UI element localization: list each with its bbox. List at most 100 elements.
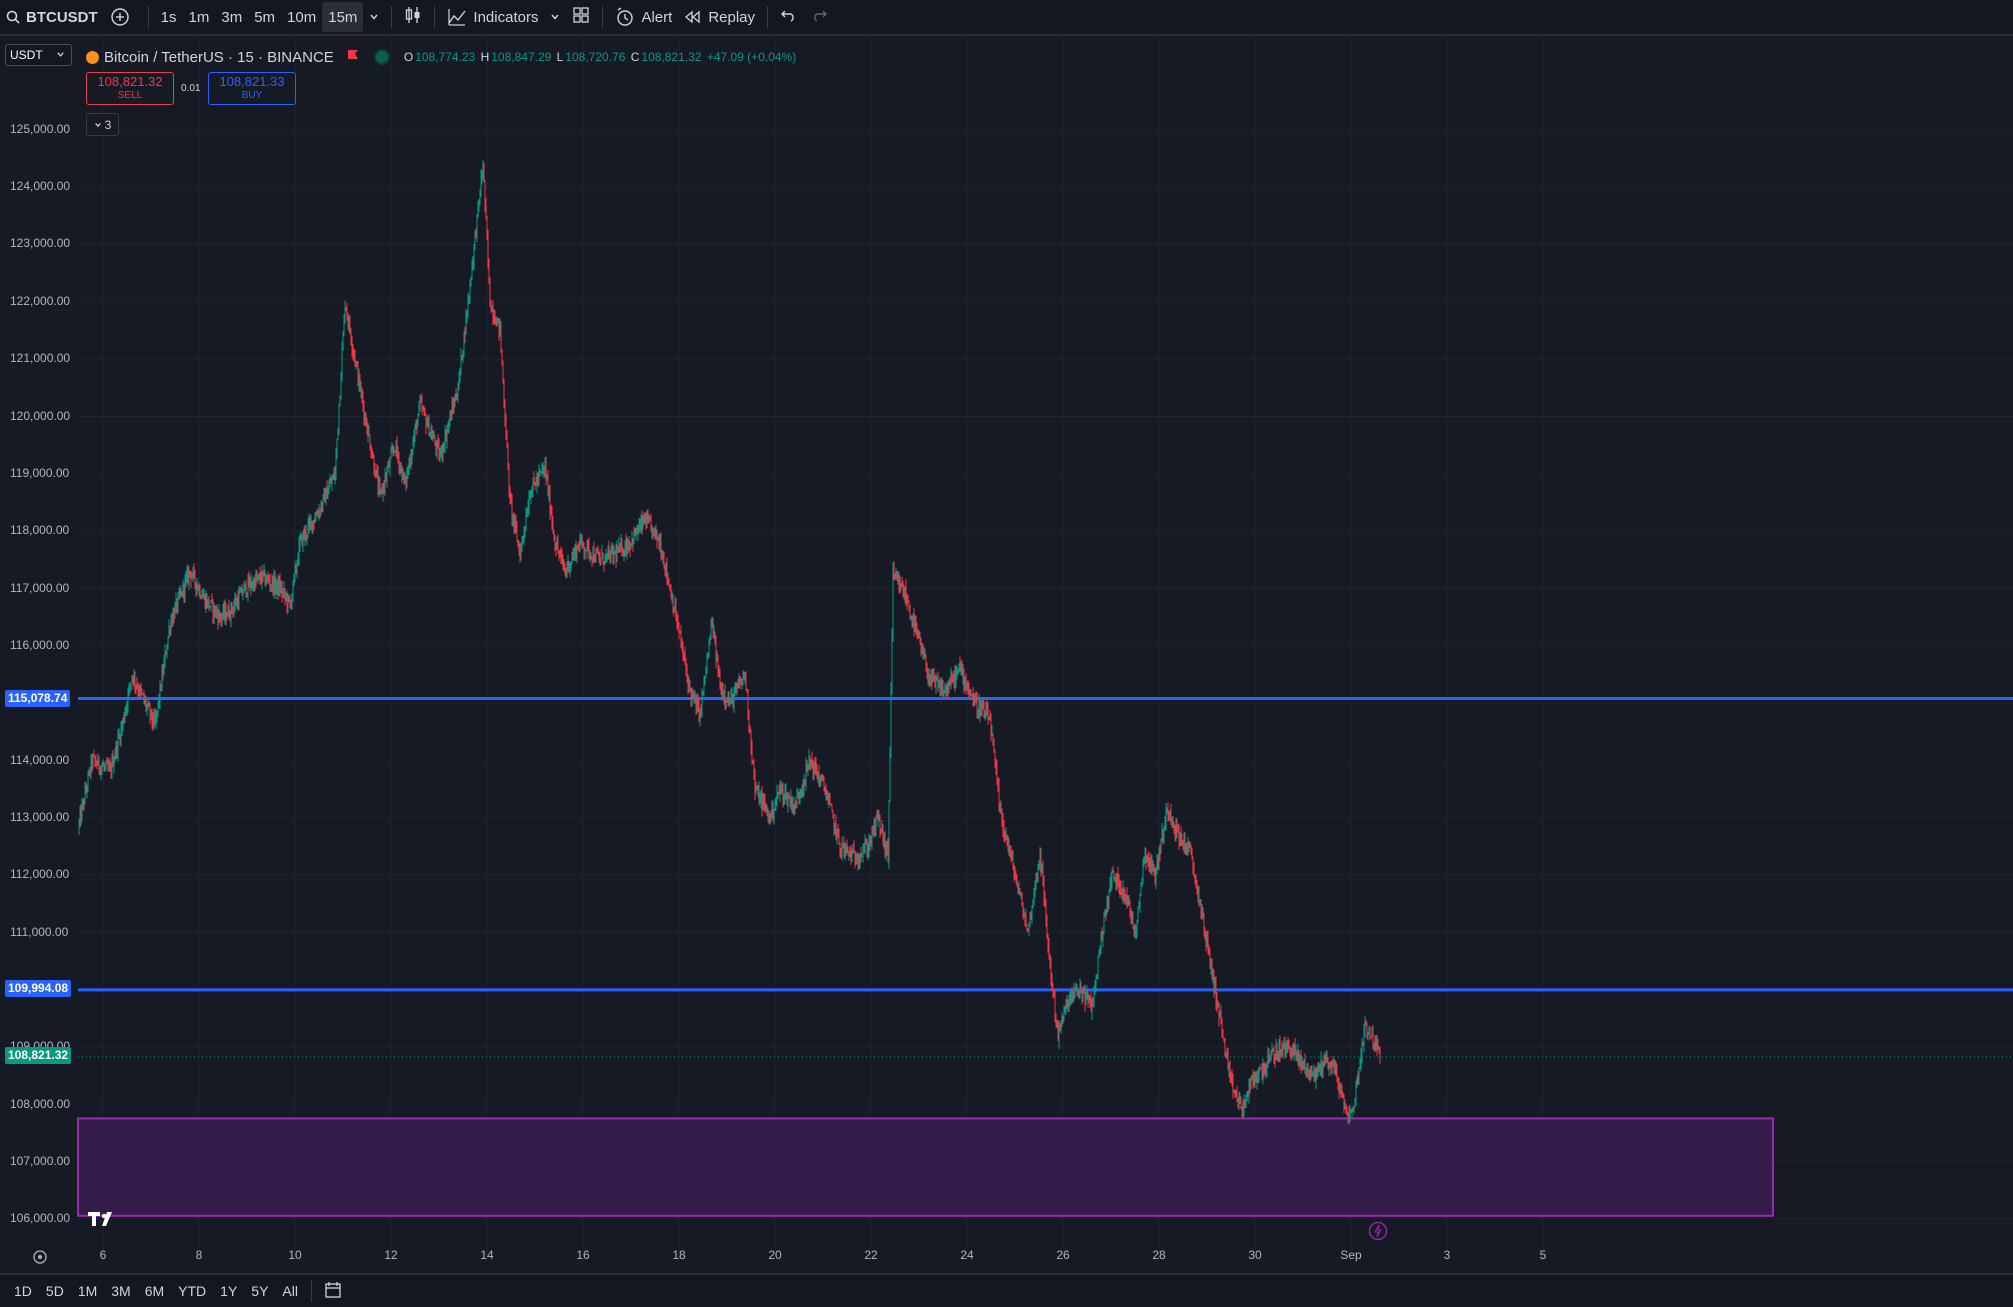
- interval-15m[interactable]: 15m: [322, 2, 364, 32]
- close-value: 108,821.32: [641, 50, 702, 64]
- sell-label: SELL: [117, 90, 143, 101]
- grid-icon: [572, 6, 590, 28]
- indicators-button[interactable]: Indicators: [441, 0, 544, 34]
- time-axis-label: 26: [1056, 1248, 1070, 1262]
- sell-button[interactable]: 108,821.32 SELL: [86, 72, 174, 105]
- price-axis-label: 114,000.00: [10, 753, 70, 767]
- series-title[interactable]: Bitcoin / TetherUS · 15 · BINANCE: [104, 48, 334, 66]
- hline-price-tag: 115,078.74: [5, 690, 71, 707]
- candles-icon: [404, 5, 422, 29]
- price-axis-label: 111,000.00: [10, 925, 69, 939]
- currency-select[interactable]: USDT: [5, 44, 72, 66]
- price-axis-label: 118,000.00: [10, 523, 70, 537]
- interval-dropdown[interactable]: [363, 0, 385, 34]
- top-toolbar: BTCUSDT 1s 1m 3m 5m 10m 15m Indicators A…: [0, 0, 2013, 36]
- range-1d[interactable]: 1D: [14, 1283, 32, 1299]
- rewind-icon: [684, 10, 702, 24]
- range-1m[interactable]: 1M: [77, 1283, 98, 1299]
- spread-value: 0.01: [181, 83, 201, 94]
- price-axis-label: 125,000.00: [10, 122, 71, 136]
- buy-price: 108,821.33: [219, 74, 285, 89]
- layouts-button[interactable]: [566, 0, 596, 34]
- lightning-icon[interactable]: [1368, 1221, 1388, 1246]
- series-legend: Bitcoin / TetherUS · 15 · BINANCE O 108,7…: [86, 46, 798, 68]
- time-axis-label: 20: [768, 1248, 782, 1262]
- price-axis-label: 113,000.00: [10, 810, 70, 824]
- indicators-dropdown[interactable]: [544, 0, 566, 34]
- low-value: 108,720.76: [565, 50, 626, 64]
- range-6m[interactable]: 6M: [144, 1283, 165, 1299]
- interval-5m[interactable]: 5m: [254, 8, 276, 26]
- alert-label: Alert: [641, 8, 673, 26]
- divider: [147, 6, 149, 28]
- divider: [767, 6, 769, 28]
- search-icon: [6, 10, 20, 24]
- time-axis-label: 24: [960, 1248, 974, 1262]
- alert-button[interactable]: Alert: [609, 0, 678, 34]
- axis-settings-icon[interactable]: [32, 1249, 48, 1270]
- demand-zone: [77, 1117, 1774, 1217]
- price-axis-label: 120,000.00: [10, 409, 71, 423]
- range-all[interactable]: All: [282, 1283, 298, 1299]
- hline-price-tag: 109,994.08: [5, 980, 72, 997]
- goto-date-button[interactable]: [318, 1281, 348, 1302]
- time-axis-label: 18: [672, 1248, 686, 1262]
- range-5d[interactable]: 5D: [45, 1283, 64, 1299]
- currency-value: USDT: [10, 48, 43, 62]
- calendar-icon: [324, 1281, 342, 1302]
- compare-symbol-button[interactable]: [104, 0, 142, 34]
- symbol-search[interactable]: BTCUSDT: [0, 0, 104, 34]
- alarm-clock-icon: [615, 7, 635, 27]
- time-axis-label: 6: [99, 1248, 107, 1262]
- divider: [391, 6, 393, 28]
- open-label: O: [403, 50, 414, 64]
- range-1y[interactable]: 1Y: [220, 1283, 238, 1299]
- chart-type-button[interactable]: [398, 0, 428, 34]
- time-axis-label: 8: [195, 1248, 203, 1262]
- price-axis-label: 122,000.00: [10, 294, 71, 308]
- status-dot-icon: [373, 49, 390, 65]
- range-5y[interactable]: 5Y: [251, 1283, 269, 1299]
- last-price-tag: 108,821.32: [5, 1047, 72, 1064]
- range-ytd[interactable]: YTD: [178, 1283, 207, 1299]
- redo-icon: [810, 8, 828, 26]
- chevron-down-icon: [550, 9, 560, 26]
- close-label: C: [630, 50, 640, 64]
- replay-button[interactable]: Replay: [678, 0, 761, 34]
- redo-button[interactable]: [804, 0, 834, 34]
- interval-1s[interactable]: 1s: [160, 8, 177, 26]
- indicators-label: Indicators: [473, 8, 539, 26]
- bitcoin-icon: [86, 50, 99, 64]
- buy-label: BUY: [241, 90, 263, 101]
- symbol-name: BTCUSDT: [26, 8, 98, 26]
- price-chart[interactable]: [0, 36, 2013, 1268]
- time-axis-label: 30: [1248, 1248, 1262, 1262]
- price-axis-label: 116,000.00: [10, 638, 70, 652]
- range-3m[interactable]: 3M: [111, 1283, 131, 1299]
- flag-icon[interactable]: [346, 48, 360, 66]
- high-value: 108,847.29: [491, 50, 552, 64]
- change-value: +47.09 (+0.04%): [706, 50, 797, 64]
- price-axis-label: 117,000.00: [10, 581, 70, 595]
- interval-10m[interactable]: 10m: [287, 8, 317, 26]
- price-axis-label: 124,000.00: [10, 179, 71, 193]
- chevron-down-icon: [369, 9, 379, 26]
- bottom-toolbar: 1D 5D 1M 3M 6M YTD 1Y 5Y All: [0, 1273, 2013, 1307]
- interval-1m[interactable]: 1m: [188, 8, 210, 26]
- chart-pane[interactable]: [0, 36, 2013, 1268]
- interval-3m[interactable]: 3m: [221, 8, 243, 26]
- ohlc-values: O 108,774.23 H 108,847.29 L 108,720.76 C 108…: [404, 50, 798, 64]
- buy-button[interactable]: 108,821.33 BUY: [208, 72, 296, 105]
- plus-circle-icon: [110, 7, 130, 27]
- price-axis-label: 112,000.00: [10, 867, 70, 881]
- undo-button[interactable]: [774, 0, 804, 34]
- price-axis-label: 121,000.00: [10, 351, 71, 365]
- undo-icon: [780, 8, 798, 26]
- divider: [310, 1280, 312, 1302]
- collapse-indicators-button[interactable]: 3: [86, 113, 119, 136]
- open-value: 108,774.23: [415, 50, 476, 64]
- divider: [434, 6, 436, 28]
- time-axis-label: 5: [1539, 1248, 1547, 1262]
- price-axis-label: 106,000.00: [10, 1211, 71, 1225]
- chevron-down-icon: [94, 118, 102, 132]
